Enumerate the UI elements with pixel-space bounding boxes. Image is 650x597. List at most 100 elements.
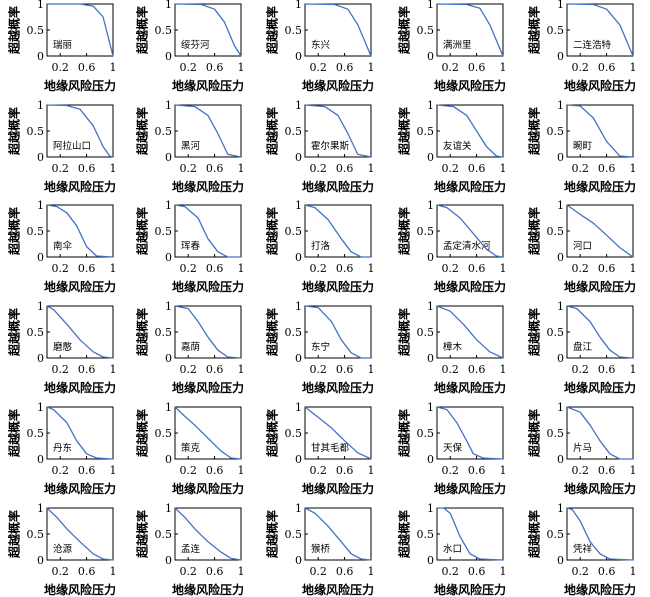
y-tick-label: 1 [557, 300, 564, 313]
x-tick-label: 0.6 [206, 565, 224, 578]
x-tick-label: 1 [238, 363, 245, 376]
y-tick-label: 0 [427, 352, 434, 365]
station-label: 绥芬河 [181, 39, 210, 51]
x-tick-label: 0.6 [598, 363, 616, 376]
y-axis-title: 超越概率 [527, 6, 542, 55]
y-tick-label: 0 [557, 453, 564, 466]
exceedance-curve [46, 305, 114, 359]
x-tick-label: 0.6 [336, 464, 354, 477]
y-tick-label: 0 [427, 453, 434, 466]
y-axis-title: 超越概率 [135, 510, 150, 559]
x-tick-label: 0.6 [598, 262, 616, 275]
subplot-27: 0 0.5 1 0.2 0.6 1 地缘风险压力 超越概率 孟连 [135, 502, 245, 597]
y-tick-label: 1 [427, 99, 434, 112]
x-axis-title: 地缘风险压力 [564, 179, 636, 194]
y-axis-title: 超越概率 [527, 308, 542, 357]
x-tick-label: 0.2 [309, 61, 327, 74]
x-tick-label: 1 [500, 162, 507, 175]
x-tick-label: 1 [630, 162, 637, 175]
y-axis-title: 超越概率 [397, 308, 412, 357]
x-tick-label: 0.2 [441, 162, 459, 175]
x-tick-label: 0.6 [598, 61, 616, 74]
x-tick-label: 0.6 [206, 162, 224, 175]
y-axis-title: 超越概率 [527, 510, 542, 559]
y-tick-label: 0 [427, 151, 434, 164]
station-label: 二连浩特 [573, 39, 612, 51]
y-tick-label: 0 [37, 251, 44, 264]
exceedance-curve [47, 3, 114, 57]
x-tick-label: 0.6 [468, 363, 486, 376]
exceedance-curve [174, 204, 241, 258]
station-label: 嘉荫 [181, 341, 200, 353]
y-tick-label: 0.5 [155, 225, 173, 238]
subplot-24: 0 0.5 1 0.2 0.6 1 地缘风险压力 超越概率 天保 [397, 401, 507, 496]
x-axis-title: 地缘风险压力 [44, 179, 116, 194]
x-tick-label: 0.2 [571, 262, 589, 275]
subplot-14: 0 0.5 1 0.2 0.6 1 地缘风险压力 超越概率 孟定清水河 [397, 199, 507, 294]
y-axis-title: 超越概率 [397, 107, 412, 156]
y-tick-label: 1 [557, 99, 564, 112]
station-label: 珲春 [181, 240, 201, 252]
x-tick-label: 0.2 [309, 464, 327, 477]
y-tick-label: 0 [165, 50, 172, 63]
x-tick-label: 0.2 [309, 162, 327, 175]
y-tick-label: 1 [37, 0, 44, 11]
exceedance-curve [46, 406, 114, 460]
station-label: 丹东 [53, 442, 72, 454]
y-tick-label: 0.5 [27, 326, 45, 339]
subplot-16: 0 0.5 1 0.2 0.6 1 地缘风险压力 超越概率 磨憨 [7, 300, 117, 395]
subplot-28: 0 0.5 1 0.2 0.6 1 地缘风险压力 超越概率 猴桥 [265, 502, 375, 597]
subplot-30: 0 0.5 1 0.2 0.6 1 地缘风险压力 超越概率 凭祥 [527, 502, 637, 597]
station-label: 南伞 [53, 240, 73, 252]
subplot-4: 0 0.5 1 0.2 0.6 1 地缘风险压力 超越概率 满洲里 [397, 0, 507, 93]
station-label: 甘其毛都 [311, 442, 350, 454]
y-axis-title: 超越概率 [527, 409, 542, 458]
y-tick-label: 0.5 [155, 427, 173, 440]
station-label: 阿拉山口 [53, 140, 91, 152]
y-tick-label: 0 [165, 453, 172, 466]
subplot-19: 0 0.5 1 0.2 0.6 1 地缘风险压力 超越概率 樟木 [397, 300, 507, 395]
y-tick-label: 0 [557, 251, 564, 264]
y-axis-title: 超越概率 [265, 308, 280, 357]
y-tick-label: 0.5 [547, 225, 565, 238]
exceedance-curve [436, 3, 504, 57]
y-tick-label: 0 [37, 453, 44, 466]
y-tick-label: 0.5 [285, 427, 303, 440]
exceedance-curve [566, 406, 633, 460]
x-axis-title: 地缘风险压力 [44, 582, 116, 597]
x-tick-label: 1 [368, 262, 375, 275]
x-axis-title: 地缘风险压力 [172, 380, 244, 395]
x-tick-label: 0.2 [179, 61, 197, 74]
y-axis-title: 超越概率 [397, 409, 412, 458]
subplot-11: 0 0.5 1 0.2 0.6 1 地缘风险压力 超越概率 南伞 [7, 199, 117, 294]
subplot-22: 0 0.5 1 0.2 0.6 1 地缘风险压力 超越概率 策克 [135, 401, 245, 496]
y-tick-label: 0 [557, 151, 564, 164]
x-tick-label: 0.2 [179, 464, 197, 477]
subplot-6: 0 0.5 1 0.2 0.6 1 地缘风险压力 超越概率 阿拉山口 [7, 99, 117, 194]
x-axis-title: 地缘风险压力 [564, 279, 636, 294]
exceedance-curve [566, 507, 634, 561]
y-axis-title: 超越概率 [265, 6, 280, 55]
x-axis-title: 地缘风险压力 [302, 582, 374, 597]
y-tick-label: 1 [427, 502, 434, 515]
y-tick-label: 1 [165, 199, 172, 212]
y-tick-label: 0 [295, 554, 302, 567]
x-tick-label: 0.2 [441, 262, 459, 275]
x-tick-label: 0.2 [309, 565, 327, 578]
y-axis-title: 超越概率 [7, 510, 22, 559]
y-tick-label: 1 [427, 300, 434, 313]
station-label: 孟连 [181, 543, 201, 555]
x-tick-label: 0.6 [78, 262, 96, 275]
x-tick-label: 0.2 [571, 464, 589, 477]
x-tick-label: 0.6 [468, 162, 486, 175]
x-tick-label: 1 [110, 565, 117, 578]
y-tick-label: 0 [37, 352, 44, 365]
y-tick-label: 0.5 [27, 528, 45, 541]
x-axis-title: 地缘风险压力 [172, 78, 244, 93]
y-axis-title: 超越概率 [7, 308, 22, 357]
exceedance-curve [304, 305, 371, 359]
exceedance-curve [436, 406, 504, 460]
y-tick-label: 0 [295, 251, 302, 264]
x-tick-label: 1 [238, 262, 245, 275]
y-tick-label: 0 [557, 352, 564, 365]
